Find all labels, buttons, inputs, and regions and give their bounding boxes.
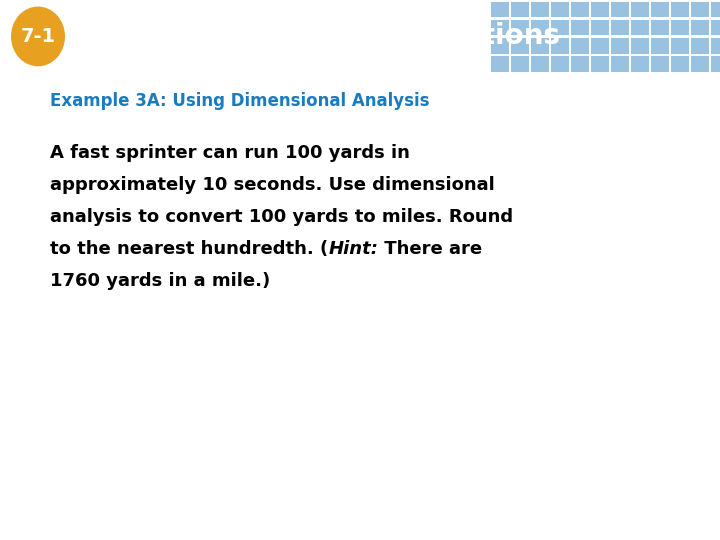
Text: to the nearest hundredth. (: to the nearest hundredth. (	[50, 240, 328, 258]
Bar	[611, 20, 629, 36]
Text: Copyright © by Holt Mc Dougal. All Rights Reserved.: Copyright © by Holt Mc Dougal. All Right…	[436, 521, 710, 531]
Bar	[651, 20, 668, 36]
Bar	[651, 56, 668, 72]
Bar	[511, 20, 528, 36]
Bar	[711, 20, 720, 36]
Text: Rates, Ratios, and Proportions: Rates, Ratios, and Proportions	[80, 23, 560, 50]
Bar	[531, 56, 549, 72]
Bar	[631, 56, 649, 72]
Bar	[711, 38, 720, 53]
Bar	[531, 2, 549, 17]
Bar	[531, 20, 549, 36]
Bar	[571, 2, 588, 17]
Bar	[691, 56, 708, 72]
Text: A fast sprinter can run 100 yards in: A fast sprinter can run 100 yards in	[50, 144, 410, 162]
Bar	[591, 2, 608, 17]
Bar	[691, 2, 708, 17]
Bar	[571, 38, 588, 53]
Bar	[631, 2, 649, 17]
Text: analysis to convert 100 yards to miles. Round: analysis to convert 100 yards to miles. …	[50, 208, 513, 226]
Bar	[491, 2, 508, 17]
Bar	[551, 20, 569, 36]
Text: approximately 10 seconds. Use dimensional: approximately 10 seconds. Use dimensiona…	[50, 176, 495, 194]
Bar	[571, 20, 588, 36]
Bar	[511, 38, 528, 53]
Ellipse shape	[11, 6, 65, 66]
Bar	[711, 56, 720, 72]
Bar	[691, 20, 708, 36]
Bar	[651, 38, 668, 53]
Bar	[511, 56, 528, 72]
Bar	[631, 20, 649, 36]
Bar	[651, 2, 668, 17]
Bar	[491, 56, 508, 72]
Bar	[671, 20, 688, 36]
Bar	[551, 56, 569, 72]
Text: Holt McDougal Algebra 1: Holt McDougal Algebra 1	[12, 519, 159, 532]
Bar	[531, 38, 549, 53]
Bar	[671, 38, 688, 53]
Bar	[491, 20, 508, 36]
Text: 7-1: 7-1	[20, 27, 55, 46]
Bar	[631, 38, 649, 53]
Bar	[571, 56, 588, 72]
Bar	[671, 2, 688, 17]
Bar	[591, 56, 608, 72]
Text: There are: There are	[378, 240, 482, 258]
Text: Example 3A: Using Dimensional Analysis: Example 3A: Using Dimensional Analysis	[50, 92, 430, 110]
Bar	[611, 2, 629, 17]
Bar	[491, 38, 508, 53]
Bar	[711, 2, 720, 17]
Bar	[691, 38, 708, 53]
Bar	[551, 38, 569, 53]
Bar	[671, 56, 688, 72]
Text: Hint:: Hint:	[328, 240, 378, 258]
Bar	[551, 2, 569, 17]
Bar	[591, 38, 608, 53]
Text: 1760 yards in a mile.): 1760 yards in a mile.)	[50, 272, 270, 290]
Bar	[611, 56, 629, 72]
Bar	[591, 20, 608, 36]
Bar	[511, 2, 528, 17]
Bar	[611, 38, 629, 53]
